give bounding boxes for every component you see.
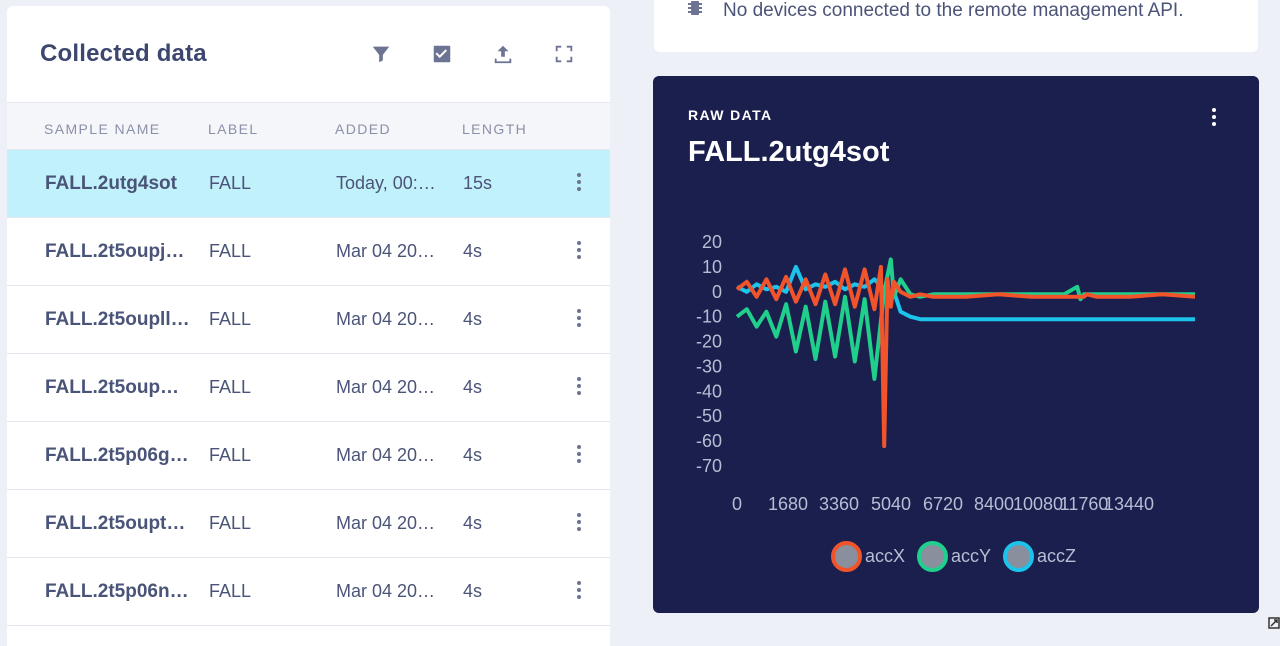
legend-label: accZ [1037,545,1077,566]
legend-swatch [831,540,862,572]
table-row[interactable]: FALL.2utg4sot FALL Today, 00:… 15s [7,150,610,218]
x-tick-label: 8400 [974,494,1014,514]
sample-name: FALL.2utg4sot [45,173,177,194]
sample-name: FALL.2t5p06g… [45,445,189,466]
resize-icon[interactable] [1268,616,1280,630]
sample-added: Today, 00:… [336,173,436,193]
sample-label: FALL [209,445,252,465]
sample-label: FALL [209,513,252,533]
table-row[interactable]: FALL.2t5oupt… FALL Mar 04 20… 4s [7,490,610,558]
sample-label: FALL [209,377,252,397]
x-tick-label: 6720 [923,494,963,514]
column-header-label[interactable]: LABEL [208,121,259,137]
sample-length: 4s [463,513,483,533]
y-tick-label: -70 [696,456,722,476]
page-title: Collected data [40,40,207,67]
y-tick-label: 10 [702,257,722,277]
legend-label: accX [865,545,906,566]
y-tick-label: 20 [702,232,722,252]
y-tick-label: -20 [696,332,722,352]
legend-item-accZ[interactable]: accZ [1003,540,1077,572]
legend-item-accX[interactable]: accX [831,540,906,572]
sample-name: FALL.2t5p06n… [45,581,189,602]
more-vertical-icon[interactable] [573,581,585,603]
sample-added: Mar 04 20… [336,241,436,261]
devices-card: No devices connected to the remote manag… [654,0,1258,52]
legend-item-accY[interactable]: accY [917,540,992,572]
sample-length: 4s [463,241,483,261]
table-row[interactable]: FALL.2t5p06g… FALL Mar 04 20… 4s [7,422,610,490]
y-tick-label: 0 [712,282,722,302]
x-tick-label: 3360 [819,494,859,514]
collected-data-panel: Collected data SAMPLE NAME LABEL ADDED L… [7,6,610,646]
y-tick-label: -30 [696,356,722,376]
raw-data-title: FALL.2utg4sot [688,136,890,168]
x-tick-label: 0 [732,494,742,514]
sample-label: FALL [209,309,252,329]
table-header: SAMPLE NAME LABEL ADDED LENGTH [7,103,610,150]
sample-length: 4s [463,445,483,465]
sample-added: Mar 04 20… [336,581,436,601]
legend-label: accY [951,545,992,566]
y-tick-label: -10 [696,307,722,327]
sample-label: FALL [209,241,252,261]
more-vertical-icon[interactable] [573,377,585,399]
y-tick-label: -50 [696,406,722,426]
checkbox-icon[interactable] [430,42,454,66]
legend-swatch [1003,540,1034,572]
x-tick-label: 5040 [871,494,911,514]
sample-name: FALL.2t5oupj… [45,241,185,262]
sample-added: Mar 04 20… [336,377,436,397]
raw-data-kicker: RAW DATA [688,107,773,123]
sample-length: 4s [463,581,483,601]
table-row[interactable]: FALL.2t5oupll… FALL Mar 04 20… 4s [7,286,610,354]
upload-icon[interactable] [491,42,515,66]
y-tick-label: -60 [696,431,722,451]
table-row[interactable]: FALL.2t5oupj… FALL Mar 04 20… 4s [7,218,610,286]
sample-length: 4s [463,377,483,397]
filter-icon[interactable] [369,42,393,66]
more-vertical-icon[interactable] [573,445,585,467]
legend-swatch [917,540,948,572]
more-vertical-icon[interactable] [573,513,585,535]
chip-icon [688,1,702,15]
more-vertical-icon[interactable] [573,309,585,331]
sample-added: Mar 04 20… [336,309,436,329]
sample-length: 15s [463,173,493,193]
table-row[interactable]: FALL.2t5p06n… FALL Mar 04 20… 4s [7,558,610,626]
x-tick-label: 1680 [768,494,808,514]
series-line-accX [735,264,1196,449]
column-header-added[interactable]: ADDED [335,121,392,137]
sample-added: Mar 04 20… [336,513,436,533]
sample-length: 4s [463,309,483,329]
raw-data-card: RAW DATA FALL.2utg4sot 20 10 0 -10 -20 -30 -40… [653,76,1259,613]
sample-name: FALL.2t5oup… [45,377,180,398]
chart-legend: accX accY accZ [653,538,1259,572]
x-tick-label: 10080 [1013,494,1063,514]
column-header-sample-name[interactable]: SAMPLE NAME [44,121,161,137]
sample-name: FALL.2t5oupt… [45,513,186,534]
sample-name: FALL.2t5oupll… [45,309,190,330]
y-tick-label: -40 [696,381,722,401]
raw-data-chart: 20 10 0 -10 -20 -30 -40 -50 -60 -70 0 1680 3360 5040 6… [696,232,1196,514]
table-row[interactable]: FALL.2t5oup… FALL Mar 04 20… 4s [7,354,610,422]
sample-label: FALL [209,581,252,601]
column-header-length[interactable]: LENGTH [462,121,528,137]
collected-data-header: Collected data [7,6,610,103]
expand-icon[interactable] [552,42,576,66]
more-vertical-icon[interactable] [573,173,585,195]
sample-label: FALL [209,173,252,193]
x-tick-label: 11760 [1060,494,1109,514]
x-tick-label: 13440 [1104,494,1154,514]
more-vertical-icon[interactable] [1210,108,1218,128]
more-vertical-icon[interactable] [573,241,585,263]
devices-message: No devices connected to the remote manag… [723,0,1184,21]
sample-added: Mar 04 20… [336,445,436,465]
